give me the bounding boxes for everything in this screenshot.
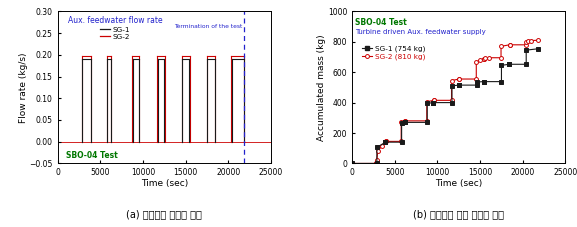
SG-2 (810 kg) [522, 40, 529, 43]
SG-2 (810 kg) [398, 120, 404, 123]
Legend: SG-1 (754 kg), SG-2 (810 kg): SG-1 (754 kg), SG-2 (810 kg) [362, 45, 425, 59]
SG-1 (754 kg) [398, 122, 405, 124]
SG-2 (810 kg) [379, 145, 385, 147]
SG-1 (754 kg) [535, 47, 542, 50]
SG-2 (810 kg) [424, 101, 430, 103]
X-axis label: Time (sec): Time (sec) [141, 179, 188, 188]
SG-2 (810 kg) [373, 162, 380, 165]
SG-2 (810 kg) [522, 43, 529, 46]
SG-2 (810 kg) [373, 162, 380, 165]
SG-1 (754 kg) [523, 49, 530, 52]
Text: SBO-04 Test: SBO-04 Test [355, 18, 406, 27]
SG-2 (810 kg) [383, 140, 389, 143]
SG-1 (754 kg) [430, 101, 437, 104]
Y-axis label: Accumulated mass (kg): Accumulated mass (kg) [317, 34, 327, 141]
SG-1 (754 kg) [455, 84, 462, 86]
SG-2 (810 kg) [349, 162, 355, 165]
Text: (b) 보조급수 누적 유량의 변화: (b) 보조급수 누적 유량의 변화 [413, 209, 504, 219]
SG-2 (810 kg) [373, 159, 380, 162]
SG-1 (754 kg) [424, 102, 430, 105]
SG-2 (810 kg) [482, 57, 489, 60]
SG-1 (754 kg) [382, 141, 389, 143]
Line: SG-2 (810 kg): SG-2 (810 kg) [350, 38, 540, 165]
SG-1 (754 kg) [505, 63, 512, 66]
X-axis label: Time (sec): Time (sec) [435, 179, 482, 188]
SG-2 (810 kg) [528, 39, 535, 42]
SG-1 (754 kg) [398, 141, 405, 143]
SG-2 (810 kg) [448, 79, 455, 82]
Text: SBO-04 Test: SBO-04 Test [66, 151, 118, 160]
SG-1 (754 kg) [498, 80, 505, 83]
SG-2 (810 kg) [473, 61, 479, 64]
SG-1 (754 kg) [480, 80, 487, 83]
SG-2 (810 kg) [374, 150, 381, 153]
SG-1 (754 kg) [473, 81, 480, 84]
SG-2 (810 kg) [430, 99, 437, 102]
SG-2 (810 kg) [448, 99, 455, 102]
SG-1 (754 kg) [505, 63, 512, 66]
Text: Termination of the test: Termination of the test [174, 24, 242, 29]
SG-1 (754 kg) [455, 84, 462, 86]
SG-2 (810 kg) [430, 99, 437, 102]
Y-axis label: Flow rate (kg/s): Flow rate (kg/s) [19, 52, 28, 123]
SG-2 (810 kg) [497, 56, 504, 59]
SG-1 (754 kg) [349, 162, 355, 165]
Text: Turbine driven Aux. feedwater supply: Turbine driven Aux. feedwater supply [355, 29, 485, 35]
SG-2 (810 kg) [477, 59, 484, 61]
SG-1 (754 kg) [424, 121, 430, 124]
Line: SG-1 (754 kg): SG-1 (754 kg) [350, 47, 540, 165]
SG-2 (810 kg) [456, 78, 463, 80]
SG-1 (754 kg) [382, 141, 389, 143]
SG-1 (754 kg) [523, 63, 530, 66]
SG-2 (810 kg) [402, 119, 409, 122]
Legend: SG-1, SG-2: SG-1, SG-2 [68, 17, 162, 40]
SG-2 (810 kg) [485, 56, 492, 59]
SG-2 (810 kg) [506, 43, 513, 46]
SG-1 (754 kg) [373, 162, 380, 165]
Text: (a) 보조급수 유량의 변화: (a) 보조급수 유량의 변화 [126, 209, 203, 219]
SG-2 (810 kg) [481, 58, 488, 61]
SG-2 (810 kg) [535, 39, 542, 42]
SG-2 (810 kg) [473, 78, 479, 80]
SG-1 (754 kg) [402, 121, 409, 124]
SG-2 (810 kg) [524, 40, 531, 42]
SG-1 (754 kg) [448, 101, 455, 104]
SG-1 (754 kg) [448, 84, 455, 87]
SG-1 (754 kg) [430, 101, 437, 104]
SG-2 (810 kg) [398, 140, 404, 143]
SG-2 (810 kg) [456, 78, 463, 80]
SG-1 (754 kg) [402, 121, 409, 124]
SG-2 (810 kg) [506, 43, 513, 46]
SG-1 (754 kg) [473, 84, 480, 86]
SG-2 (810 kg) [497, 45, 504, 48]
SG-2 (810 kg) [481, 58, 488, 61]
SG-1 (754 kg) [480, 80, 487, 83]
SG-2 (810 kg) [424, 119, 430, 122]
SG-1 (754 kg) [498, 64, 505, 67]
SG-2 (810 kg) [402, 119, 409, 122]
SG-1 (754 kg) [373, 146, 380, 149]
SG-2 (810 kg) [383, 140, 389, 143]
